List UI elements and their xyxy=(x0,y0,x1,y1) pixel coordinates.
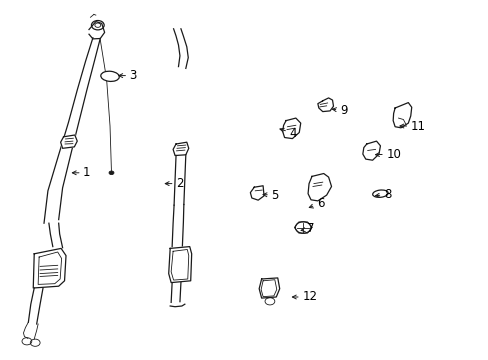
Text: 7: 7 xyxy=(301,222,314,235)
Circle shape xyxy=(109,171,114,175)
Polygon shape xyxy=(317,98,333,112)
Polygon shape xyxy=(168,247,191,283)
Polygon shape xyxy=(259,278,279,298)
Polygon shape xyxy=(307,174,331,201)
Text: 6: 6 xyxy=(308,197,324,210)
Ellipse shape xyxy=(101,71,119,81)
Text: 9: 9 xyxy=(332,104,346,117)
Text: 10: 10 xyxy=(375,148,400,161)
Polygon shape xyxy=(61,135,77,148)
Polygon shape xyxy=(250,186,264,200)
Text: 4: 4 xyxy=(280,127,296,140)
Polygon shape xyxy=(33,248,66,288)
Text: 8: 8 xyxy=(375,188,390,201)
Text: 5: 5 xyxy=(263,189,278,202)
Text: 3: 3 xyxy=(119,69,137,82)
Polygon shape xyxy=(362,141,380,160)
Text: 2: 2 xyxy=(165,177,183,190)
Polygon shape xyxy=(392,103,411,128)
Polygon shape xyxy=(89,22,104,39)
Polygon shape xyxy=(282,118,300,139)
Polygon shape xyxy=(173,142,188,156)
Ellipse shape xyxy=(372,190,387,197)
Text: 11: 11 xyxy=(399,120,425,132)
Text: 1: 1 xyxy=(72,166,90,179)
Text: 12: 12 xyxy=(292,291,317,303)
